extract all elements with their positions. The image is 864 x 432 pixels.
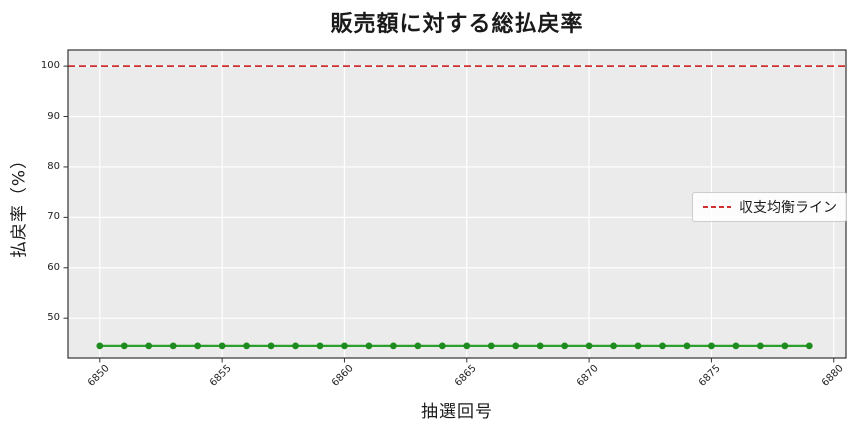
data-point: [536, 342, 544, 350]
legend: 収支均衡ライン: [692, 192, 847, 222]
data-point: [145, 342, 153, 350]
y-tick-label: 60: [47, 261, 60, 273]
data-point: [414, 342, 422, 350]
data-point: [610, 342, 617, 350]
legend-dashed-line-icon: [703, 206, 731, 208]
y-axis-label: 払戻率（%）: [9, 150, 30, 259]
data-point: [341, 342, 348, 350]
data-point: [463, 342, 471, 350]
y-tick-label: 50: [47, 312, 60, 324]
data-point: [438, 342, 446, 350]
data-point: [120, 342, 128, 350]
data-point: [487, 342, 495, 350]
data-point: [365, 342, 373, 350]
data-point: [316, 342, 324, 350]
data-point: [683, 342, 691, 350]
data-point: [585, 342, 593, 350]
data-point: [169, 342, 177, 350]
y-tick-label: 80: [47, 160, 60, 172]
legend-item-label: 収支均衡ライン: [739, 200, 837, 216]
data-point: [805, 342, 813, 350]
data-point: [634, 342, 642, 350]
data-point: [659, 342, 666, 350]
data-point: [781, 342, 789, 350]
data-point: [218, 342, 226, 350]
y-tick-label: 100: [40, 60, 60, 72]
data-point: [243, 342, 250, 350]
y-tick-label: 90: [47, 110, 60, 122]
data-point: [732, 342, 740, 350]
data-point: [512, 342, 520, 350]
data-point: [194, 342, 202, 350]
data-point: [389, 342, 397, 350]
x-axis-label: 抽選回号: [421, 402, 493, 422]
data-point: [708, 342, 715, 350]
y-tick-label: 70: [47, 211, 60, 223]
data-point: [561, 342, 569, 350]
data-point: [267, 342, 275, 350]
data-point: [756, 342, 764, 350]
data-point: [96, 342, 104, 350]
chart-title: 販売額に対する総払戻率: [330, 12, 584, 37]
data-point: [292, 342, 299, 350]
